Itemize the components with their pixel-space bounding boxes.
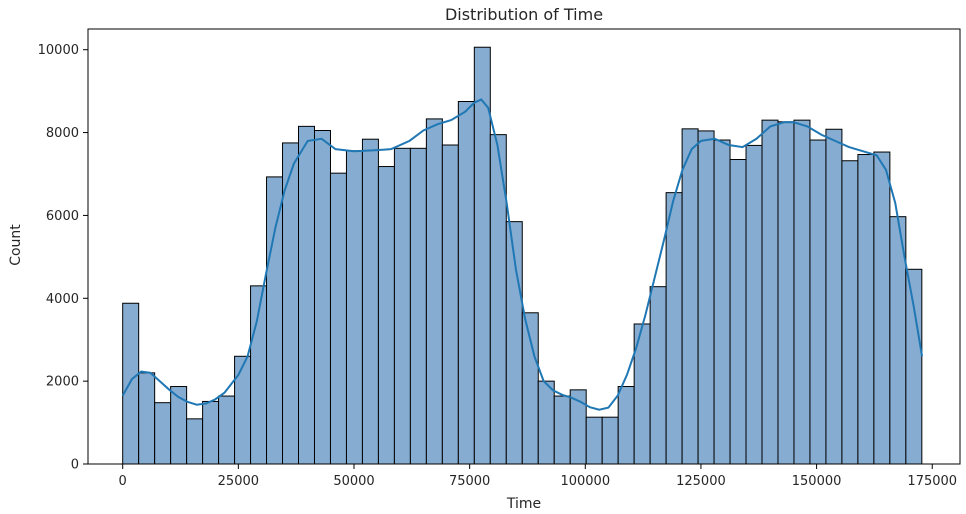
histogram-bar: [234, 355, 252, 465]
histogram-bar: [809, 139, 827, 465]
histogram-bar: [713, 139, 731, 465]
histogram-bar: [138, 372, 156, 465]
x-tick-label: 175000: [907, 474, 957, 489]
histogram-bar: [377, 166, 395, 465]
y-tick-label: 6000: [46, 209, 79, 224]
y-tick-label: 8000: [46, 126, 79, 141]
chart-title: Distribution of Time: [445, 5, 603, 24]
histogram-bar: [361, 138, 379, 465]
histogram-bar: [601, 416, 619, 465]
histogram-bar: [793, 119, 811, 465]
histogram-bar: [681, 128, 699, 465]
y-tick-label: 10000: [38, 43, 79, 58]
histogram-bar: [905, 268, 923, 465]
y-axis-label: Count: [8, 224, 24, 266]
histogram-bar: [218, 395, 236, 465]
histogram-bar: [313, 130, 331, 465]
x-tick-label: 125000: [676, 474, 726, 489]
histogram-bar: [873, 151, 891, 465]
histogram-bar: [393, 147, 411, 465]
y-tick-label: 2000: [46, 375, 79, 390]
histogram-bar: [441, 144, 459, 465]
histogram-bar: [697, 130, 715, 465]
histogram-bar: [649, 286, 667, 465]
histogram-bar: [617, 386, 635, 465]
x-tick-label: 100000: [560, 474, 610, 489]
x-tick-label: 0: [119, 474, 127, 489]
histogram-bar: [202, 400, 220, 465]
histogram-bar: [409, 147, 427, 465]
histogram-bar: [729, 159, 747, 465]
kde-curve: [121, 98, 924, 411]
histogram-bar: [122, 302, 140, 465]
histogram-bar: [841, 160, 859, 465]
histogram-bar: [537, 380, 555, 465]
x-tick-label: 25000: [218, 474, 259, 489]
x-tick-label: 75000: [449, 474, 490, 489]
y-tick-label: 4000: [46, 292, 79, 307]
histogram-bar: [329, 172, 347, 465]
axes-layer: 0 25000 50000 75000 100000 125000 150000 175000…: [38, 28, 961, 489]
bars-layer: [122, 46, 923, 465]
histogram-bar: [585, 416, 603, 465]
plot-frame: [87, 28, 961, 465]
histogram-bar: [857, 154, 875, 465]
histogram-bar: [761, 119, 779, 465]
histogram-bar: [745, 144, 763, 465]
x-tick-label: 50000: [333, 474, 374, 489]
histogram-bar: [186, 418, 204, 465]
histogram-bar: [553, 395, 571, 465]
x-axis-label: Time: [506, 496, 541, 512]
histogram-bar: [154, 402, 172, 465]
histogram-bar: [665, 192, 683, 465]
histogram-bar: [777, 121, 795, 465]
x-tick-label: 150000: [792, 474, 842, 489]
histogram-bar: [266, 176, 284, 465]
histogram-bar: [345, 150, 363, 465]
histogram-bar: [457, 101, 475, 465]
y-tick-label: 0: [71, 458, 79, 473]
histogram-bar: [425, 118, 443, 465]
histogram-bar: [298, 125, 315, 465]
histogram-bar: [825, 128, 843, 465]
